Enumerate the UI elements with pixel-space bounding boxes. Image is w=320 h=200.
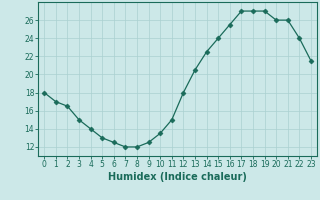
X-axis label: Humidex (Indice chaleur): Humidex (Indice chaleur)	[108, 172, 247, 182]
